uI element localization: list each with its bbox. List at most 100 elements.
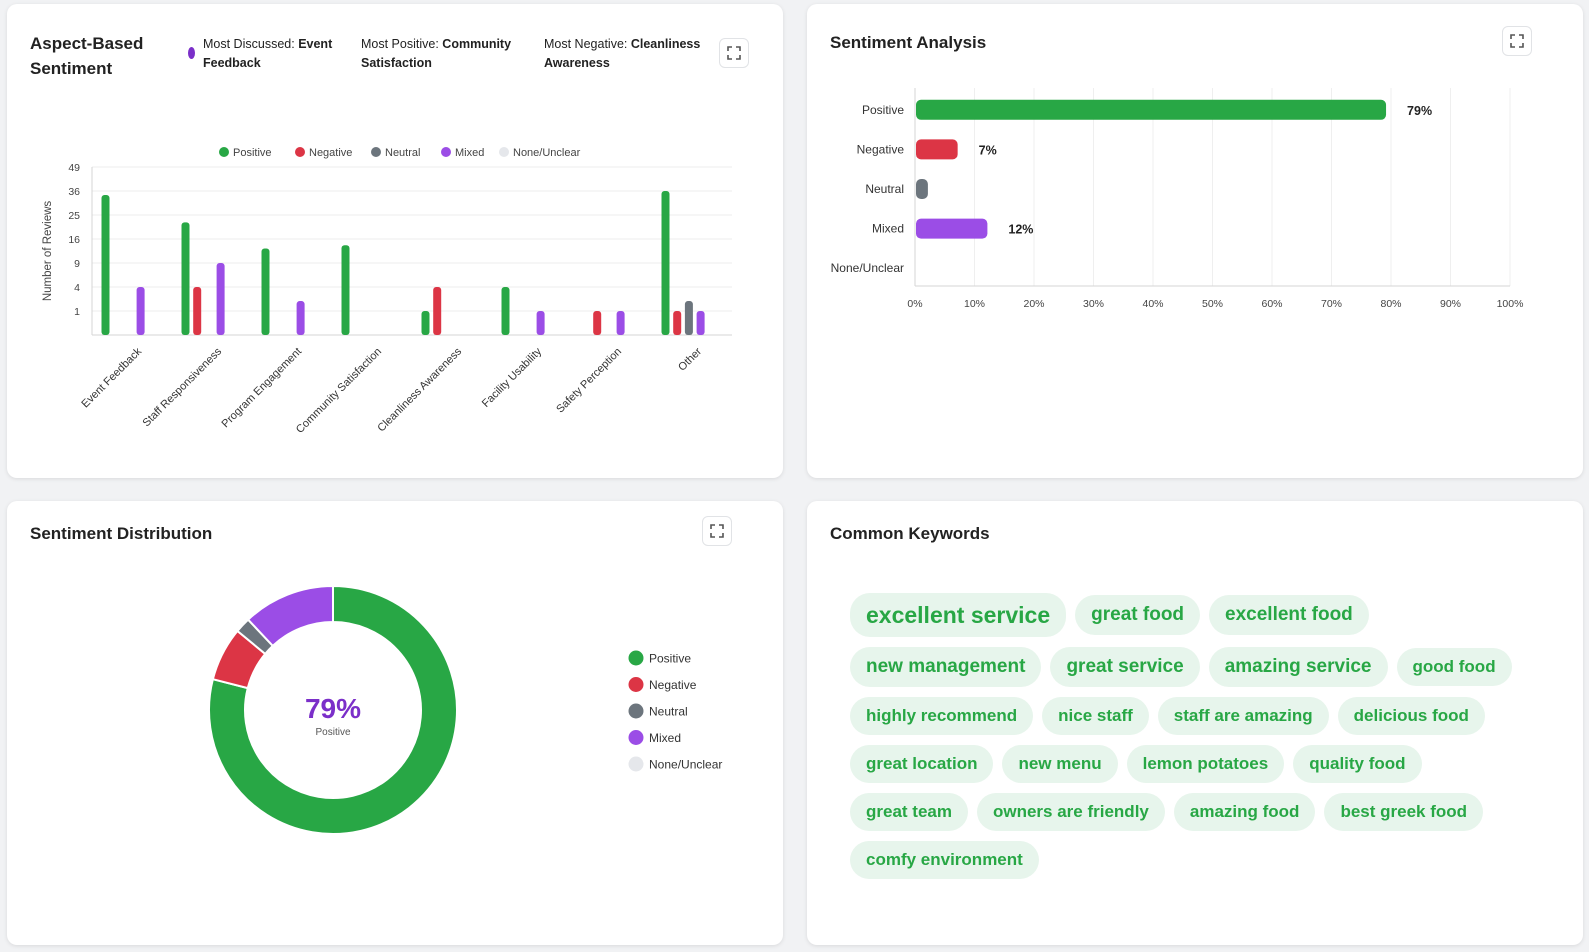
legend-swatch xyxy=(628,650,644,666)
keyword-tag[interactable]: excellent food xyxy=(1209,595,1369,635)
y-tick-label: 1 xyxy=(74,306,80,318)
legend-swatch xyxy=(628,677,644,692)
bar-negative[interactable] xyxy=(673,311,682,335)
x-tick-label: 10% xyxy=(964,298,985,310)
bar-positive[interactable] xyxy=(916,99,1387,120)
value-label: 12% xyxy=(1008,223,1033,237)
aspect-bar-chart: Positive Negative Neutral Mixed None/Unclear… xyxy=(42,147,732,436)
keyword-tag[interactable]: owners are friendly xyxy=(976,793,1165,831)
legend-item-mixed[interactable]: Mixed xyxy=(628,730,682,745)
stat-value: Cleanliness xyxy=(630,37,701,51)
stat-value: Community xyxy=(442,37,512,51)
slice-mixed[interactable] xyxy=(246,584,334,648)
legend-label: None/Unclear xyxy=(649,758,722,772)
legend-item-positive[interactable]: Positive xyxy=(219,147,272,159)
bar-positive[interactable] xyxy=(341,245,350,335)
legend-item-positive[interactable]: Positive xyxy=(628,650,692,666)
most-negative-stat: Most Negative: Cleanliness Awareness xyxy=(544,35,714,73)
bar-positive[interactable] xyxy=(501,287,510,335)
center-label: Positive xyxy=(315,727,350,738)
keyword-tag[interactable]: staff are amazing xyxy=(1157,697,1329,735)
legend-item-noneunclear[interactable]: None/Unclear xyxy=(628,756,723,772)
bar-mixed[interactable] xyxy=(616,311,625,335)
legend-label: Mixed xyxy=(649,731,681,745)
keyword-cloud: excellent service great food excellent foo… xyxy=(850,593,1540,879)
y-tick-label: 49 xyxy=(68,162,80,174)
keyword-tag[interactable]: great location xyxy=(850,745,994,783)
bar-positive[interactable] xyxy=(261,248,270,335)
legend-label: Positive xyxy=(233,147,272,159)
bar-mixed[interactable] xyxy=(296,301,305,335)
bar-positive[interactable] xyxy=(661,191,670,335)
bar-mixed[interactable] xyxy=(136,287,145,335)
legend-item-mixed[interactable]: Mixed xyxy=(441,147,484,159)
sentiment-analysis-card: Sentiment Analysis 0% 10% 20% 30% 40% 50% 60% 7… xyxy=(807,4,1583,478)
x-tick-label: 90% xyxy=(1440,298,1461,310)
legend-label: None/Unclear xyxy=(513,147,581,159)
slice-positive[interactable] xyxy=(208,584,458,835)
keyword-tag[interactable]: lemon potatoes xyxy=(1126,745,1285,783)
most-discussed-stat: Most Discussed: Event Feedback xyxy=(203,35,353,73)
legend-item-neutral[interactable]: Neutral xyxy=(371,147,420,159)
y-tick-label: Positive xyxy=(862,103,904,117)
value-label: 79% xyxy=(1407,104,1432,118)
legend-item-noneunclear[interactable]: None/Unclear xyxy=(499,147,581,159)
legend-item-neutral[interactable]: Neutral xyxy=(628,703,688,719)
expand-button[interactable] xyxy=(719,38,749,68)
x-tick-label: 70% xyxy=(1321,298,1342,310)
keyword-tag[interactable]: delicious food xyxy=(1337,697,1485,735)
expand-button[interactable] xyxy=(702,516,732,546)
legend-label: Negative xyxy=(309,147,352,159)
card-title: Sentiment Distribution xyxy=(30,524,213,543)
keyword-tag[interactable]: good food xyxy=(1396,648,1512,686)
legend-label: Neutral xyxy=(649,705,688,719)
bar-neutral[interactable] xyxy=(916,179,928,199)
bar-negative[interactable] xyxy=(193,287,202,335)
aspect-based-sentiment-card: Aspect-Based Sentiment Most Discussed: E… xyxy=(7,4,783,478)
y-tick-label: 25 xyxy=(68,210,80,222)
legend-label: Negative xyxy=(649,678,697,692)
expand-button[interactable] xyxy=(1502,26,1532,56)
bar-mixed[interactable] xyxy=(216,263,225,335)
keyword-tag[interactable]: best greek food xyxy=(1324,793,1484,831)
sentiment-donut-chart: 79% Positive Positive Negative Neutral Mixed N… xyxy=(208,584,723,835)
bar-mixed[interactable] xyxy=(536,311,545,335)
keyword-tag[interactable]: new menu xyxy=(1002,745,1118,783)
bar-negative[interactable] xyxy=(593,311,602,335)
legend-label: Neutral xyxy=(385,147,420,159)
x-tick-label: 0% xyxy=(907,298,922,310)
y-tick-label: 4 xyxy=(74,282,80,294)
keyword-tag[interactable]: quality food xyxy=(1293,745,1422,783)
x-tick-label: Facility Usability xyxy=(480,345,545,410)
keyword-tag[interactable]: comfy environment xyxy=(850,841,1039,879)
expand-icon xyxy=(1510,34,1524,48)
keyword-tag[interactable]: excellent service xyxy=(850,593,1067,637)
legend-item-negative[interactable]: Negative xyxy=(295,147,352,159)
keyword-tag[interactable]: new management xyxy=(850,647,1042,687)
legend-label: Positive xyxy=(649,652,691,666)
bar-positive[interactable] xyxy=(181,222,190,335)
legend-item-negative[interactable]: Negative xyxy=(628,677,697,692)
legend-swatch xyxy=(219,147,229,157)
x-tick-label: Program Engagement xyxy=(220,346,305,431)
bar-neutral[interactable] xyxy=(684,301,693,335)
keyword-tag[interactable]: great team xyxy=(850,793,968,831)
x-tick-label: Cleanliness Awareness xyxy=(375,345,464,434)
x-tick-label: Staff Responsiveness xyxy=(141,345,225,429)
keyword-tag[interactable]: amazing food xyxy=(1173,793,1316,831)
keyword-tag[interactable]: highly recommend xyxy=(850,697,1034,735)
bar-mixed[interactable] xyxy=(916,218,988,239)
x-tick-label: 40% xyxy=(1142,298,1163,310)
legend-swatch xyxy=(371,147,381,157)
keyword-tag[interactable]: great service xyxy=(1050,647,1200,687)
keyword-tag[interactable]: nice staff xyxy=(1042,697,1149,735)
bar-negative[interactable] xyxy=(916,139,958,160)
most-positive-stat: Most Positive: Community Satisfaction xyxy=(361,35,531,73)
keyword-tag[interactable]: great food xyxy=(1075,595,1201,635)
bar-positive[interactable] xyxy=(421,311,430,335)
keyword-tag[interactable]: amazing service xyxy=(1208,647,1388,687)
x-tick-label: 60% xyxy=(1261,298,1282,310)
bar-mixed[interactable] xyxy=(696,311,705,335)
bar-positive[interactable] xyxy=(101,195,110,335)
bar-negative[interactable] xyxy=(433,287,442,335)
